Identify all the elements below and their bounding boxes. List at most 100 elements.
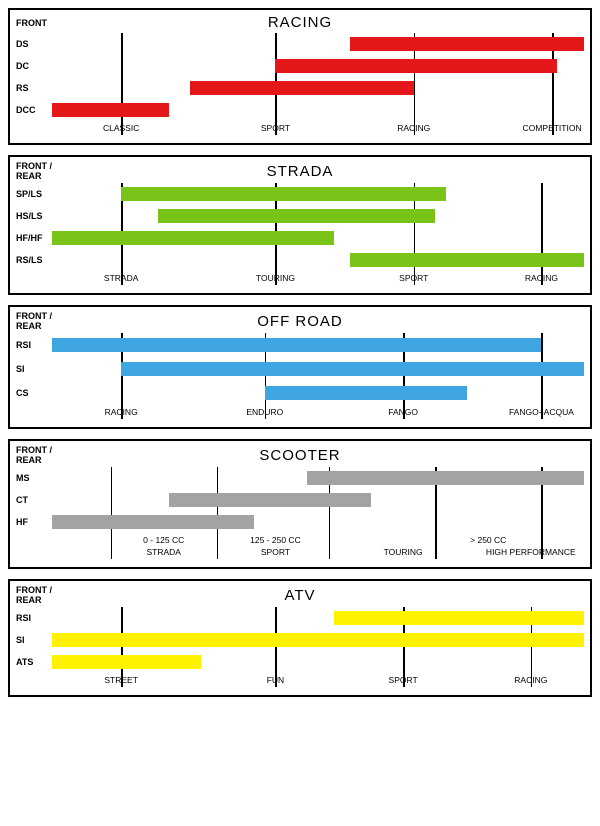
plot-area	[52, 607, 584, 673]
chart-row	[52, 183, 584, 205]
x-label: 0 - 125 CC	[143, 535, 184, 545]
row-label: CT	[16, 489, 52, 511]
row-label: HF	[16, 511, 52, 533]
x-label: SPORT	[399, 273, 428, 283]
x-label: > 250 CC	[470, 535, 506, 545]
x-sublabel: TOURING	[384, 547, 423, 557]
chart-row	[52, 357, 584, 381]
bar	[52, 338, 541, 352]
x-label: STREET	[104, 675, 138, 685]
rows	[52, 607, 584, 673]
chart-rows-area: DSDCRSDCC	[16, 33, 584, 121]
row-label: DCC	[16, 99, 52, 121]
x-axis: RACING ENDURO FANGO FANGO+ACQUA	[52, 407, 584, 421]
panel-title: OFF ROAD	[16, 313, 584, 330]
bar	[190, 81, 413, 95]
chart-rows-area: SP/LSHS/LSHF/HFRS/LS	[16, 183, 584, 271]
y-labels: DSDCRSDCC	[16, 33, 52, 121]
chart-row	[52, 77, 584, 99]
row-label: MS	[16, 467, 52, 489]
panel-atv: FRONT / REARATVRSISIATS STREET FUN SPORT RAC…	[8, 579, 592, 697]
panel-header: FRONT / REARSCOOTER	[16, 445, 584, 465]
x-axis: 0 - 125 CC 125 - 250 CC > 250 CC STRADA SPOR…	[52, 535, 584, 561]
rows	[52, 333, 584, 405]
x-label: CLASSIC	[103, 123, 139, 133]
bar	[275, 59, 557, 73]
rows	[52, 183, 584, 271]
y-labels: SP/LSHS/LSHF/HFRS/LS	[16, 183, 52, 271]
plot-area	[52, 333, 584, 405]
row-label: CS	[16, 381, 52, 405]
panel-header: FRONT / REARATV	[16, 585, 584, 605]
chart-rows-area: MSCTHF	[16, 467, 584, 533]
panel-strada: FRONT / REARSTRADASP/LSHS/LSHF/HFRS/LSST…	[8, 155, 592, 295]
x-label: COMPETITION	[523, 123, 582, 133]
chart-row	[52, 381, 584, 405]
x-label: RACING	[525, 273, 558, 283]
chart-area: DSDCRSDCC CLASSIC SPORT RACING COMPETITION	[16, 33, 584, 137]
y-labels: MSCTHF	[16, 467, 52, 533]
chart-row	[52, 249, 584, 271]
row-label: RSI	[16, 333, 52, 357]
bar	[334, 611, 584, 625]
row-label: SI	[16, 357, 52, 381]
chart-area: RSISIATS STREET FUN SPORT RACING	[16, 607, 584, 689]
chart-row	[52, 33, 584, 55]
bar	[350, 253, 584, 267]
bar	[307, 471, 584, 485]
panel-offroad: FRONT / REAROFF ROADRSISICS RACING ENDURO F…	[8, 305, 592, 429]
panel-header: FRONT / REAROFF ROAD	[16, 311, 584, 331]
chart-row	[52, 55, 584, 77]
bar	[350, 37, 584, 51]
chart-row	[52, 629, 584, 651]
y-labels: RSISICS	[16, 333, 52, 405]
chart-row	[52, 511, 584, 533]
x-sublabel: SPORT	[261, 547, 290, 557]
bar	[52, 231, 334, 245]
row-label: SP/LS	[16, 183, 52, 205]
bar	[52, 655, 201, 669]
bar	[158, 209, 435, 223]
chart-row	[52, 489, 584, 511]
x-label: SPORT	[389, 675, 418, 685]
chart-area: MSCTHF 0 - 125 CC 125 - 250 CC > 250 CC STRA…	[16, 467, 584, 561]
x-label: 125 - 250 CC	[250, 535, 301, 545]
x-label: SPORT	[261, 123, 290, 133]
chart-area: SP/LSHS/LSHF/HFRS/LSSTRADATOURINGSPORTRA…	[16, 183, 584, 287]
x-label: RACING	[514, 675, 547, 685]
bar	[121, 187, 446, 201]
chart-row	[52, 205, 584, 227]
x-label: ENDURO	[246, 407, 283, 417]
plot-area	[52, 33, 584, 121]
x-label: RACING	[105, 407, 138, 417]
chart-row	[52, 607, 584, 629]
panel-title: STRADA	[16, 163, 584, 180]
x-label: FANGO	[388, 407, 418, 417]
bar	[52, 103, 169, 117]
panel-title: ATV	[16, 587, 584, 604]
chart-area: RSISICS RACING ENDURO FANGO FANGO+ACQUA	[16, 333, 584, 421]
row-label: DC	[16, 55, 52, 77]
x-label: FANGO+ACQUA	[509, 407, 574, 417]
x-axis: STRADATOURINGSPORTRACING	[52, 273, 584, 287]
bar	[265, 386, 467, 400]
chart-row	[52, 227, 584, 249]
chart-rows-area: RSISIATS	[16, 607, 584, 673]
chart-row	[52, 467, 584, 489]
x-sublabel: HIGH PERFORMANCE	[486, 547, 576, 557]
row-label: HS/LS	[16, 205, 52, 227]
row-label: DS	[16, 33, 52, 55]
plot-area	[52, 183, 584, 271]
rows	[52, 467, 584, 533]
rows	[52, 33, 584, 121]
x-axis: STREET FUN SPORT RACING	[52, 675, 584, 689]
row-label: RS/LS	[16, 249, 52, 271]
x-label: FUN	[267, 675, 284, 685]
panel-header: FRONT / REARSTRADA	[16, 161, 584, 181]
panel-scooter: FRONT / REARSCOOTERMSCTHF 0 - 125 CC 125 -…	[8, 439, 592, 569]
panel-header: FRONTRACING	[16, 14, 584, 31]
panel-title: SCOOTER	[16, 447, 584, 464]
x-label: RACING	[397, 123, 430, 133]
x-sublabel: STRADA	[146, 547, 180, 557]
bar	[169, 493, 371, 507]
